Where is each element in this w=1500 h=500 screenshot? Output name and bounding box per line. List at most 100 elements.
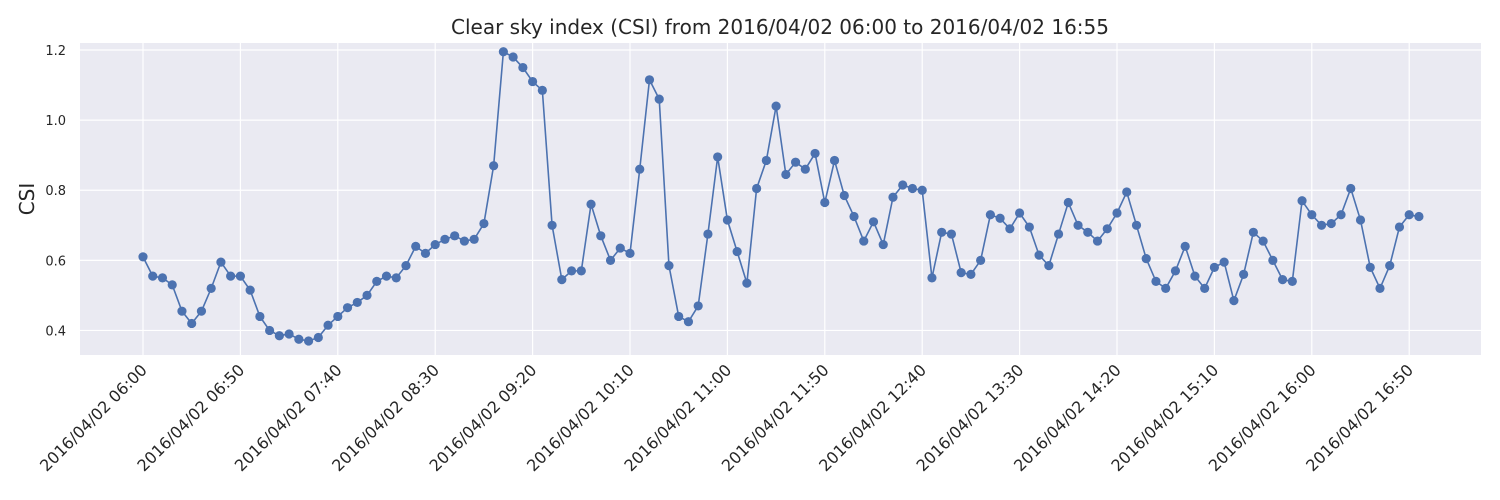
data-point <box>829 155 840 166</box>
data-point <box>1248 227 1258 237</box>
data-point <box>1092 236 1103 246</box>
data-point <box>1034 250 1044 260</box>
data-point <box>1151 276 1161 286</box>
data-point <box>693 301 703 311</box>
data-point <box>148 271 158 281</box>
data-point <box>342 303 353 313</box>
data-point <box>226 271 236 281</box>
data-point <box>430 239 440 250</box>
data-point <box>586 199 596 209</box>
data-point <box>625 248 635 258</box>
data-point <box>703 229 713 239</box>
data-point <box>479 218 489 229</box>
y-tick-label: 0.4 <box>45 324 66 339</box>
data-point <box>596 231 606 241</box>
data-point <box>177 306 187 316</box>
data-point <box>1297 196 1307 206</box>
data-point <box>469 234 479 244</box>
y-tick-label: 1.0 <box>45 114 66 129</box>
data-point <box>1404 210 1414 220</box>
data-point <box>664 261 674 271</box>
data-point <box>654 94 664 104</box>
data-point <box>187 318 197 329</box>
y-tick-label: 0.6 <box>45 254 66 269</box>
data-point <box>576 266 586 276</box>
data-point <box>644 75 655 85</box>
data-point <box>1375 283 1385 293</box>
y-axis-label: CSI <box>15 183 39 216</box>
data-point <box>752 183 762 194</box>
data-point <box>323 320 333 330</box>
x-tick-label: 2016/04/02 11:00 <box>620 360 735 475</box>
data-point <box>284 329 294 339</box>
data-point <box>868 217 879 227</box>
data-point <box>1083 227 1093 237</box>
data-point <box>411 241 421 251</box>
data-point <box>771 101 781 111</box>
data-point <box>1131 220 1142 230</box>
data-point <box>946 229 957 239</box>
data-point <box>528 76 538 87</box>
data-point <box>966 269 976 279</box>
data-point <box>878 239 888 250</box>
data-point <box>1229 296 1239 306</box>
data-point <box>1190 271 1200 281</box>
data-point <box>1355 215 1366 225</box>
data-point <box>362 290 372 300</box>
data-point <box>1385 261 1395 271</box>
data-point <box>1053 229 1064 239</box>
data-point <box>1268 255 1278 265</box>
x-tick-label: 2016/04/02 14:20 <box>1010 360 1125 475</box>
data-point <box>498 47 508 57</box>
data-point <box>917 185 927 195</box>
data-point <box>508 52 518 62</box>
csi-series-points <box>138 47 1424 346</box>
data-point <box>557 275 567 285</box>
x-tick-label: 2016/04/02 07:40 <box>231 360 346 475</box>
data-point <box>333 311 343 322</box>
data-point <box>635 164 645 174</box>
data-point <box>1239 269 1249 279</box>
data-point <box>820 197 830 208</box>
data-point <box>216 257 226 267</box>
data-point <box>1015 208 1025 218</box>
data-point <box>1336 210 1346 220</box>
data-point <box>1414 211 1424 222</box>
data-point <box>1394 222 1405 232</box>
data-point <box>781 169 791 180</box>
data-point <box>1258 236 1268 246</box>
data-point <box>566 266 577 276</box>
data-point <box>352 297 362 308</box>
data-point <box>605 255 616 265</box>
data-point <box>372 276 382 286</box>
data-point <box>1024 222 1034 232</box>
data-point <box>1122 187 1132 197</box>
x-tick-label: 2016/04/02 15:10 <box>1107 360 1222 475</box>
data-point <box>420 248 431 258</box>
data-point <box>401 261 411 271</box>
data-point <box>1346 183 1356 194</box>
data-point <box>1170 266 1181 276</box>
data-point <box>381 271 392 281</box>
x-tick-label: 2016/04/02 08:30 <box>328 360 443 475</box>
data-point <box>206 283 216 293</box>
data-point <box>810 148 820 159</box>
x-tick-label: 2016/04/02 09:20 <box>426 360 541 475</box>
data-point <box>1161 283 1171 293</box>
x-tick-label: 2016/04/02 13:30 <box>913 360 1028 475</box>
data-point <box>537 85 547 95</box>
x-tick-label: 2016/04/02 12:40 <box>815 360 930 475</box>
data-point <box>235 271 245 281</box>
y-tick-label: 1.2 <box>45 44 66 59</box>
data-point <box>1307 210 1317 220</box>
data-point <box>1219 257 1229 267</box>
x-tick-label: 2016/04/02 10:10 <box>523 360 638 475</box>
data-point <box>303 336 314 346</box>
data-point <box>294 334 304 344</box>
plot-area <box>80 43 1481 355</box>
x-tick-label: 2016/04/02 16:50 <box>1302 360 1417 475</box>
data-point <box>995 213 1005 223</box>
x-tick-label: 2016/04/02 11:50 <box>718 360 833 475</box>
